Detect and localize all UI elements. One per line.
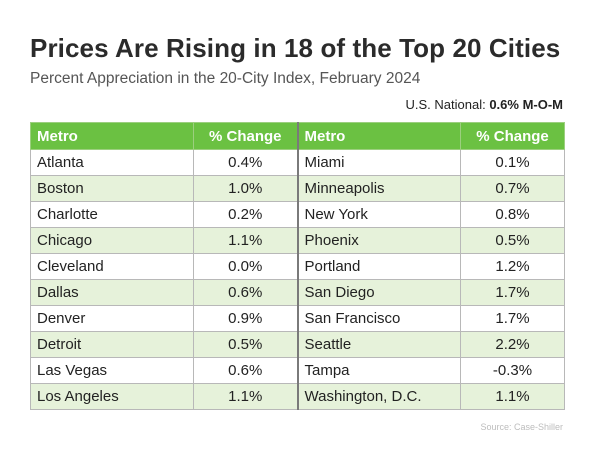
table-row: Los Angeles 1.1% Washington, D.C. 1.1%: [30, 383, 565, 410]
cell-metro-right: Minneapolis: [296, 175, 461, 202]
cell-change-right: 0.5%: [460, 227, 565, 254]
table-row: Atlanta 0.4% Miami 0.1%: [30, 149, 565, 176]
cell-change-left: 1.1%: [193, 227, 298, 254]
cell-metro-left: Detroit: [30, 331, 194, 358]
national-label: U.S. National:: [405, 97, 490, 112]
cell-change-left: 0.9%: [193, 305, 298, 332]
source-note: Source: Case-Shiller: [480, 422, 563, 432]
header-metro-right: Metro: [296, 122, 461, 150]
cell-change-left: 0.5%: [193, 331, 298, 358]
cell-metro-left: Charlotte: [30, 201, 194, 228]
cell-change-right: 0.7%: [460, 175, 565, 202]
header-metro-left: Metro: [30, 122, 194, 150]
cell-change-left: 0.0%: [193, 253, 298, 280]
cell-metro-left: Chicago: [30, 227, 194, 254]
cell-change-right: 1.1%: [460, 383, 565, 410]
cell-change-right: 1.2%: [460, 253, 565, 280]
cell-metro-right: Seattle: [296, 331, 461, 358]
cell-metro-left: Atlanta: [30, 149, 194, 176]
cell-change-right: 1.7%: [460, 305, 565, 332]
table-row: Boston 1.0% Minneapolis 0.7%: [30, 175, 565, 202]
cell-change-right: 1.7%: [460, 279, 565, 306]
cell-metro-right: Washington, D.C.: [296, 383, 461, 410]
chart-title: Prices Are Rising in 18 of the Top 20 Ci…: [30, 33, 561, 63]
cell-metro-right: Miami: [296, 149, 461, 176]
table-row: Denver 0.9% San Francisco 1.7%: [30, 305, 565, 332]
table-row: Chicago 1.1% Phoenix 0.5%: [30, 227, 565, 254]
cell-metro-left: Denver: [30, 305, 194, 332]
cell-change-right: 0.8%: [460, 201, 565, 228]
table-row: Charlotte 0.2% New York 0.8%: [30, 201, 565, 228]
data-table: Metro % Change Metro % Change Atlanta 0.4…: [30, 122, 565, 410]
data-table-container: Metro % Change Metro % Change Atlanta 0.4…: [30, 122, 565, 410]
cell-change-left: 0.2%: [193, 201, 298, 228]
table-row: Cleveland 0.0% Portland 1.2%: [30, 253, 565, 280]
cell-change-right: 0.1%: [460, 149, 565, 176]
header-change-right: % Change: [460, 122, 565, 150]
cell-change-left: 1.0%: [193, 175, 298, 202]
cell-metro-right: Tampa: [296, 357, 461, 384]
cell-change-right: 2.2%: [460, 331, 565, 358]
cell-metro-left: Dallas: [30, 279, 194, 306]
cell-metro-right: San Diego: [296, 279, 461, 306]
table-body: Atlanta 0.4% Miami 0.1% Boston 1.0% Minneapoli…: [30, 149, 565, 410]
cell-metro-left: Boston: [30, 175, 194, 202]
cell-metro-right: San Francisco: [296, 305, 461, 332]
cell-change-left: 0.6%: [193, 279, 298, 306]
cell-metro-left: Los Angeles: [30, 383, 194, 410]
national-value: 0.6% M-O-M: [489, 97, 563, 112]
chart-subtitle: Percent Appreciation in the 20-City Inde…: [30, 70, 421, 87]
cell-metro-right: New York: [296, 201, 461, 228]
header-change-left: % Change: [193, 122, 298, 150]
table-row: Las Vegas 0.6% Tampa -0.3%: [30, 357, 565, 384]
cell-metro-right: Phoenix: [296, 227, 461, 254]
cell-change-left: 1.1%: [193, 383, 298, 410]
national-stat: U.S. National: 0.6% M-O-M: [406, 97, 564, 112]
cell-metro-left: Cleveland: [30, 253, 194, 280]
table-row: Detroit 0.5% Seattle 2.2%: [30, 331, 565, 358]
table-header-row: Metro % Change Metro % Change: [30, 122, 565, 150]
cell-metro-left: Las Vegas: [30, 357, 194, 384]
table-row: Dallas 0.6% San Diego 1.7%: [30, 279, 565, 306]
cell-change-right: -0.3%: [460, 357, 565, 384]
cell-change-left: 0.4%: [193, 149, 298, 176]
cell-metro-right: Portland: [296, 253, 461, 280]
cell-change-left: 0.6%: [193, 357, 298, 384]
